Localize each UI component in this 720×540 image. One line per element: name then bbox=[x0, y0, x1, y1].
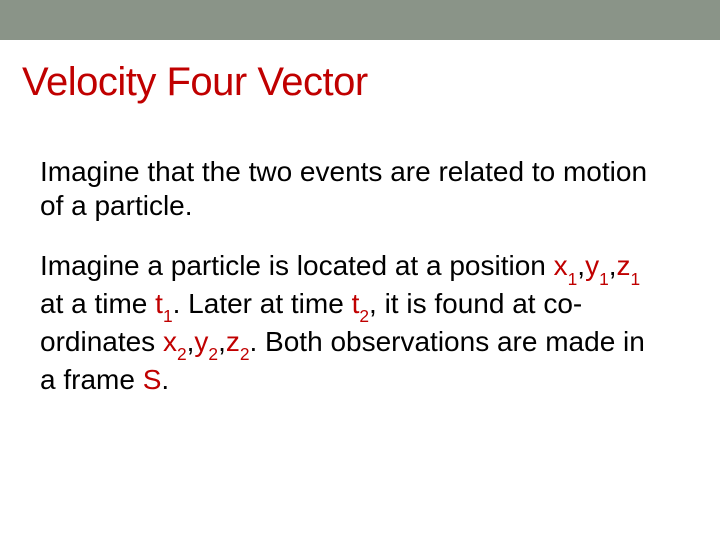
var-t2: t2 bbox=[352, 288, 369, 319]
text-run: , bbox=[577, 250, 585, 281]
var-sub: 2 bbox=[359, 306, 369, 326]
text-run: . Later at time bbox=[173, 288, 352, 319]
var-sub: 1 bbox=[631, 269, 641, 289]
paragraph-1: Imagine that the two events are related … bbox=[40, 155, 660, 223]
var-base: y bbox=[585, 250, 599, 281]
var-sub: 2 bbox=[177, 344, 187, 364]
text-run: at a time bbox=[40, 288, 155, 319]
top-band bbox=[0, 0, 720, 40]
var-y2: y2 bbox=[194, 326, 218, 357]
var-S: S bbox=[143, 364, 162, 395]
var-base: z bbox=[226, 326, 240, 357]
text-run: . bbox=[161, 364, 169, 395]
var-y1: y1 bbox=[585, 250, 609, 281]
var-x2: x2 bbox=[163, 326, 187, 357]
text-run: , bbox=[609, 250, 617, 281]
var-x1: x1 bbox=[554, 250, 578, 281]
paragraph-2: Imagine a particle is located at a posit… bbox=[40, 249, 660, 396]
var-base: z bbox=[617, 250, 631, 281]
slide: Velocity Four Vector Imagine that the tw… bbox=[0, 0, 720, 540]
var-z1: z1 bbox=[617, 250, 641, 281]
var-base: x bbox=[163, 326, 177, 357]
var-sub: 1 bbox=[599, 269, 609, 289]
var-z2: z2 bbox=[226, 326, 250, 357]
text-run: , bbox=[218, 326, 226, 357]
var-base: y bbox=[194, 326, 208, 357]
var-sub: 2 bbox=[240, 344, 250, 364]
var-sub: 1 bbox=[568, 269, 578, 289]
var-base: t bbox=[155, 288, 163, 319]
slide-title: Velocity Four Vector bbox=[22, 60, 368, 105]
text-run: Imagine a particle is located at a posit… bbox=[40, 250, 554, 281]
var-base: x bbox=[554, 250, 568, 281]
slide-body: Imagine that the two events are related … bbox=[40, 155, 660, 423]
var-sub: 1 bbox=[163, 306, 173, 326]
var-t1: t1 bbox=[155, 288, 172, 319]
var-sub: 2 bbox=[208, 344, 218, 364]
